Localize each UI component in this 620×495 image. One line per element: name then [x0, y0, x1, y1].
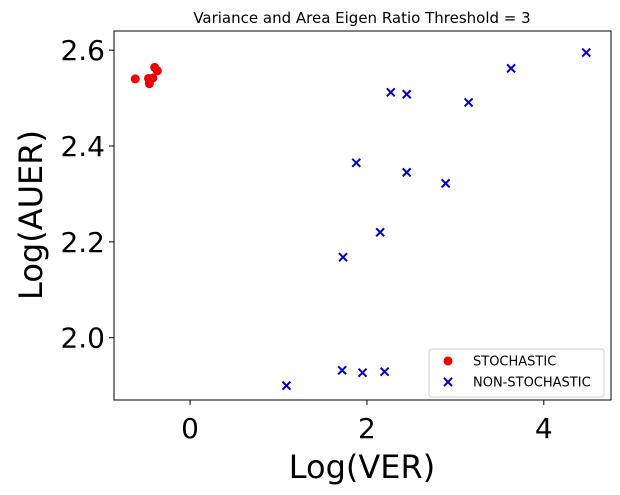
x-marker-stroke — [506, 63, 516, 74]
x-marker-stroke — [281, 380, 292, 391]
x-marker-stroke — [463, 97, 474, 108]
x-tick-label: 0 — [181, 412, 199, 445]
x-marker-stroke — [402, 89, 412, 99]
x-marker-stroke — [357, 367, 368, 378]
x-marker-stroke — [402, 167, 412, 178]
non-stochastic-point — [338, 252, 348, 262]
non-stochastic-point — [440, 178, 451, 189]
non-stochastic-point — [379, 367, 390, 377]
x-marker-stroke — [581, 47, 591, 58]
plot-frame — [113, 30, 612, 401]
plot-area — [113, 30, 612, 401]
non-stochastic-point — [281, 380, 292, 391]
y-tick-label: 2.0 — [60, 322, 105, 355]
y-tick-label: 2.4 — [60, 130, 105, 163]
non-stochastic-point — [337, 365, 347, 375]
x-marker-stroke — [443, 377, 453, 387]
x-marker-stroke — [379, 367, 390, 377]
x-marker-stroke — [351, 158, 362, 168]
x-tick-label: 4 — [535, 412, 553, 445]
legend: STOCHASTIC NON-STOCHASTIC — [428, 348, 605, 398]
x-marker-stroke — [386, 87, 396, 98]
x-marker-stroke — [338, 252, 348, 262]
x-marker-stroke — [375, 227, 385, 237]
non-stochastic-point — [581, 47, 591, 58]
legend-marker-stochastic — [443, 356, 453, 366]
points-layer — [130, 47, 591, 391]
stochastic-point — [152, 66, 162, 76]
legend-marker-non-stochastic — [443, 377, 453, 387]
non-stochastic-point — [375, 227, 385, 237]
stochastic-point — [130, 74, 140, 84]
legend-label: STOCHASTIC — [473, 355, 556, 370]
legend-box — [428, 348, 605, 398]
non-stochastic-point — [463, 97, 474, 108]
y-axis-label: Log(AUER) — [12, 130, 50, 300]
non-stochastic-point — [386, 87, 396, 98]
non-stochastic-point — [402, 89, 412, 99]
chart-title: Variance and Area Eigen Ratio Threshold … — [193, 9, 530, 27]
y-tick-label: 2.2 — [60, 226, 105, 259]
y-axis-ticks: 2.0 2.2 2.4 2.6 — [60, 34, 114, 355]
x-tick-label: 2 — [358, 412, 376, 445]
stochastic-point — [148, 73, 158, 83]
non-stochastic-point — [357, 367, 368, 378]
y-tick-label: 2.6 — [60, 34, 105, 67]
x-marker-stroke — [337, 365, 347, 375]
non-stochastic-point — [506, 63, 516, 74]
legend-label: NON-STOCHASTIC — [473, 376, 591, 391]
x-axis-label: Log(VER) — [289, 448, 435, 486]
x-marker-stroke — [440, 178, 451, 189]
legend-items: STOCHASTIC NON-STOCHASTIC — [443, 355, 591, 391]
x-axis-ticks: 0 2 4 — [181, 400, 553, 445]
non-stochastic-point — [351, 158, 362, 168]
non-stochastic-point — [402, 167, 412, 178]
